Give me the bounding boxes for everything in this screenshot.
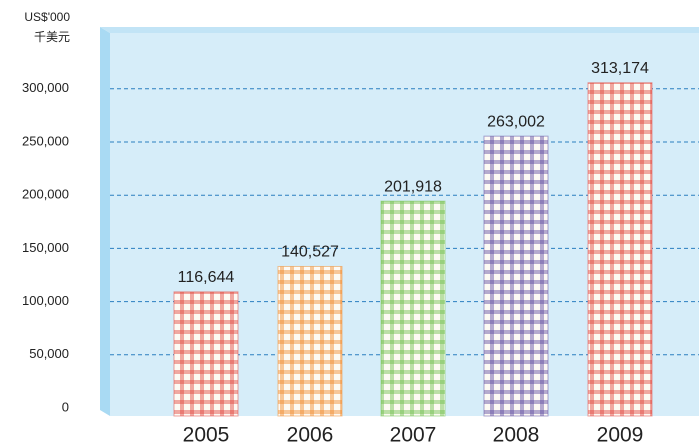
y-tick-label: 250,000 xyxy=(22,133,69,148)
side-wall xyxy=(100,27,110,416)
bar xyxy=(173,291,239,417)
value-label: 201,918 xyxy=(384,178,442,195)
y-tick-label: 200,000 xyxy=(22,187,69,202)
x-tick-label: 2007 xyxy=(390,424,437,447)
x-tick-label: 2008 xyxy=(493,424,540,447)
top-edge xyxy=(100,27,699,33)
value-label: 263,002 xyxy=(487,113,545,130)
x-tick-label: 2009 xyxy=(597,424,644,447)
y-tick-label: 0 xyxy=(62,399,69,414)
x-tick-label: 2006 xyxy=(287,424,334,447)
bar xyxy=(483,135,549,417)
y-unit: US$'000 xyxy=(24,10,70,24)
bar xyxy=(587,82,653,417)
y-tick-label: 300,000 xyxy=(22,80,69,95)
x-tick-label: 2005 xyxy=(183,424,230,447)
value-label: 116,644 xyxy=(178,269,235,286)
bar xyxy=(277,265,343,417)
y-tick-label: 150,000 xyxy=(22,240,69,255)
value-label: 140,527 xyxy=(281,244,339,261)
bar xyxy=(380,200,446,417)
y-tick-label: 100,000 xyxy=(22,293,69,308)
y-tick-label: 50,000 xyxy=(29,346,69,361)
value-label: 313,174 xyxy=(591,60,649,77)
y-unit: 千美元 xyxy=(34,30,70,44)
